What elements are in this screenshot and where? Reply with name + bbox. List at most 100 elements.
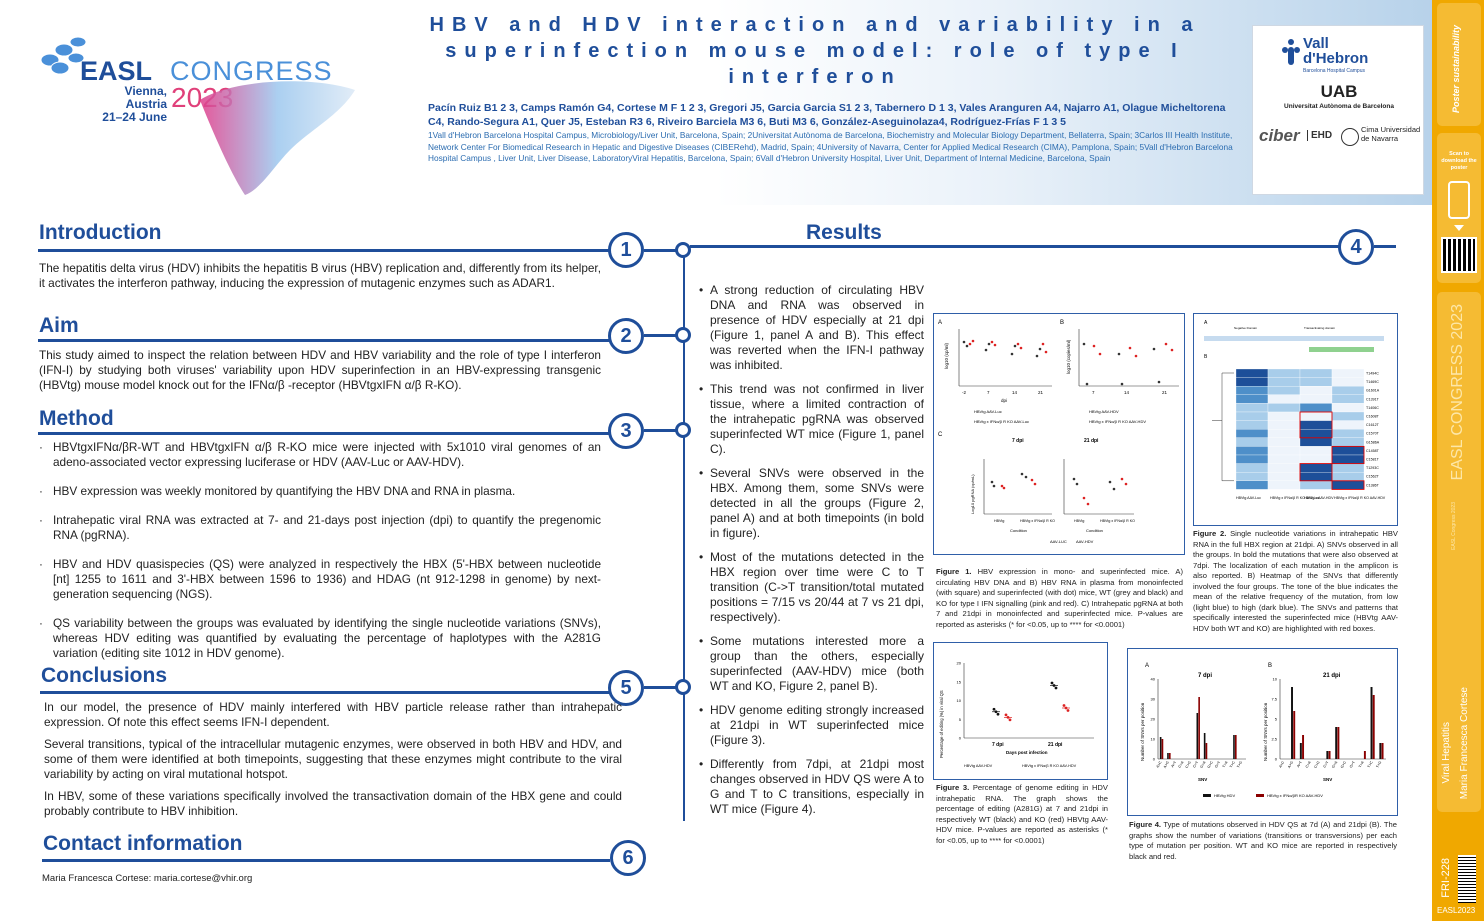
legend-entry: AAV-HDV xyxy=(1076,539,1094,544)
heatmap-cell xyxy=(1331,463,1365,473)
panel-a-ylabel: Number of SNVs per position xyxy=(1140,702,1145,761)
bar xyxy=(1381,743,1384,759)
method-item: QS variability between the groups was ev… xyxy=(39,616,601,661)
heatmap-cell xyxy=(1267,403,1301,413)
tick-label: 21 dpi xyxy=(1048,742,1063,748)
qr-code[interactable] xyxy=(1441,237,1477,273)
heatmap-row-label: C1608T xyxy=(1366,415,1380,419)
heatmap-col-label: HBVtg x AAV-HDV xyxy=(1304,496,1334,500)
y-tick-label: 20 xyxy=(957,661,962,666)
heatmap-cell xyxy=(1299,454,1333,464)
bar xyxy=(1326,751,1329,759)
x-tick-label: T>A xyxy=(1222,760,1229,768)
timeline-node xyxy=(675,242,691,258)
panel-b-label: B xyxy=(1268,663,1272,669)
tick-label: 14 xyxy=(1012,390,1018,395)
x-tick-label: A>T xyxy=(1296,760,1303,768)
ehd-logo: EHD xyxy=(1307,130,1332,141)
heatmap-cell xyxy=(1267,377,1301,387)
method-rule xyxy=(38,432,610,435)
x-tick-label: C>A xyxy=(1178,760,1185,769)
legend-entry: HBVtg x IFNα/β R KO AAV-Luc xyxy=(974,419,1029,424)
heatmap-cell xyxy=(1331,394,1365,404)
x-tick-label: T>G xyxy=(1236,760,1243,768)
section-number-3: 3 xyxy=(608,413,644,449)
bar xyxy=(1159,737,1162,759)
heatmap-cell xyxy=(1299,463,1333,473)
heatmap-row-label: T1494C xyxy=(1366,372,1379,376)
heatmap-cell xyxy=(1235,420,1269,430)
heatmap-row-label: C1612T xyxy=(1366,423,1380,427)
liver-illustration xyxy=(200,81,355,195)
legend-entry: HBVtg x IFNα/β R KO AAV-HDV xyxy=(1089,419,1146,424)
heatmap-cell xyxy=(1235,472,1269,481)
heatmap-row-label: C1391T xyxy=(1366,397,1380,401)
heatmap-cell xyxy=(1331,377,1365,387)
heatmap-cell xyxy=(1267,411,1301,421)
x-tick-label: A>T xyxy=(1170,760,1177,768)
domain-label: Negative Domain xyxy=(1234,326,1257,330)
heatmap-cell xyxy=(1331,368,1365,378)
y-tick-label: 0 xyxy=(959,736,962,741)
bar xyxy=(1167,753,1169,759)
y-tick-label: 5 xyxy=(1275,717,1278,722)
method-item: HBVtgxIFNα/βR-WT and HBVtgxIFN α/β R-KO … xyxy=(39,440,601,470)
x-tick-label: A>C xyxy=(1278,760,1285,768)
result-item: Most of the mutations detected in the HB… xyxy=(699,550,924,625)
chart-title-7dpi: 7 dpi xyxy=(1198,673,1212,679)
y-tick-label: 0 xyxy=(1153,757,1156,762)
congress-location: Vienna, Austria 21–24 June xyxy=(102,84,167,124)
panel-c-title-21dpi: 21 dpi xyxy=(1084,438,1099,444)
timeline-node xyxy=(675,327,691,343)
method-item: HBV expression was weekly monitored by q… xyxy=(39,484,601,499)
y-tick-label: 20 xyxy=(1151,717,1156,722)
legend-entry: HBVtg AAV-HDV xyxy=(964,764,993,768)
domain-label: Transactivating domain xyxy=(1304,326,1335,330)
highlight-box xyxy=(1299,463,1333,482)
method-rule-connector xyxy=(644,429,676,432)
data-point xyxy=(1006,715,1010,719)
partner-logos: Vall d'Hebron Barcelona Hospital Campus U… xyxy=(1252,25,1424,195)
conclusions-rule xyxy=(40,691,610,694)
heatmap-cell xyxy=(1267,394,1301,404)
tick-label: HBVtg xyxy=(994,519,1004,523)
heatmap-cell xyxy=(1299,403,1333,413)
figure-3: Percentage of editing (%) in viral QS 0 5… xyxy=(933,642,1108,780)
heatmap-row-label: C1562T xyxy=(1366,475,1380,479)
data-point xyxy=(996,712,1000,716)
section-number-6: 6 xyxy=(610,840,646,876)
contact-email[interactable]: Maria Francesca Cortese: maria.cortese@v… xyxy=(42,873,253,884)
bar xyxy=(1205,743,1208,759)
bar xyxy=(1235,735,1237,759)
vall-hebron-subtitle: Barcelona Hospital Campus xyxy=(1303,68,1365,74)
panel-a-label: A xyxy=(1145,663,1149,669)
heatmap-cell xyxy=(1299,386,1333,395)
sidebar-download[interactable]: Scan to download the poster xyxy=(1437,133,1481,283)
heatmap-row-label: C1570T xyxy=(1366,432,1380,436)
tick-label: 7 xyxy=(987,390,990,395)
sidebar-congress: EASL CONGRESS 2023 EASL Congress 2023 Vi… xyxy=(1437,292,1481,812)
bar xyxy=(1169,753,1171,759)
figure-2-graphic: A Negative Domain Transactivating domain… xyxy=(1204,320,1386,500)
data-point xyxy=(1050,681,1054,685)
heatmap-cell xyxy=(1331,437,1365,447)
sidebar-poster-sustainability: Poster sustainability xyxy=(1437,3,1481,126)
data-point xyxy=(1062,704,1066,707)
y-tick-label: 15 xyxy=(957,679,962,684)
results-heading: Results xyxy=(806,221,882,244)
figure-4-graphic: A B 7 dpi 21 dpi Number of SNVs per posi… xyxy=(1140,663,1386,798)
figure-4: A B 7 dpi 21 dpi Number of SNVs per posi… xyxy=(1127,648,1398,816)
aim-rule-connector xyxy=(644,334,676,337)
y-tick-label: 40 xyxy=(1151,677,1156,682)
easl-cells-icon xyxy=(40,36,87,75)
heatmap-cell xyxy=(1235,429,1269,438)
ciber-logo: ciber xyxy=(1259,126,1300,145)
heatmap-cell xyxy=(1235,446,1269,456)
cima-logo: Cima Universidad de Navarra xyxy=(1361,125,1421,143)
intro-heading: Introduction xyxy=(39,221,162,244)
section-number-2: 2 xyxy=(608,318,644,354)
heatmap-row-label: C1458T xyxy=(1366,449,1380,453)
uab-subtitle: Universitat Autònoma de Barcelona xyxy=(1284,103,1394,110)
aim-text: This study aimed to inspect the relation… xyxy=(39,348,601,392)
